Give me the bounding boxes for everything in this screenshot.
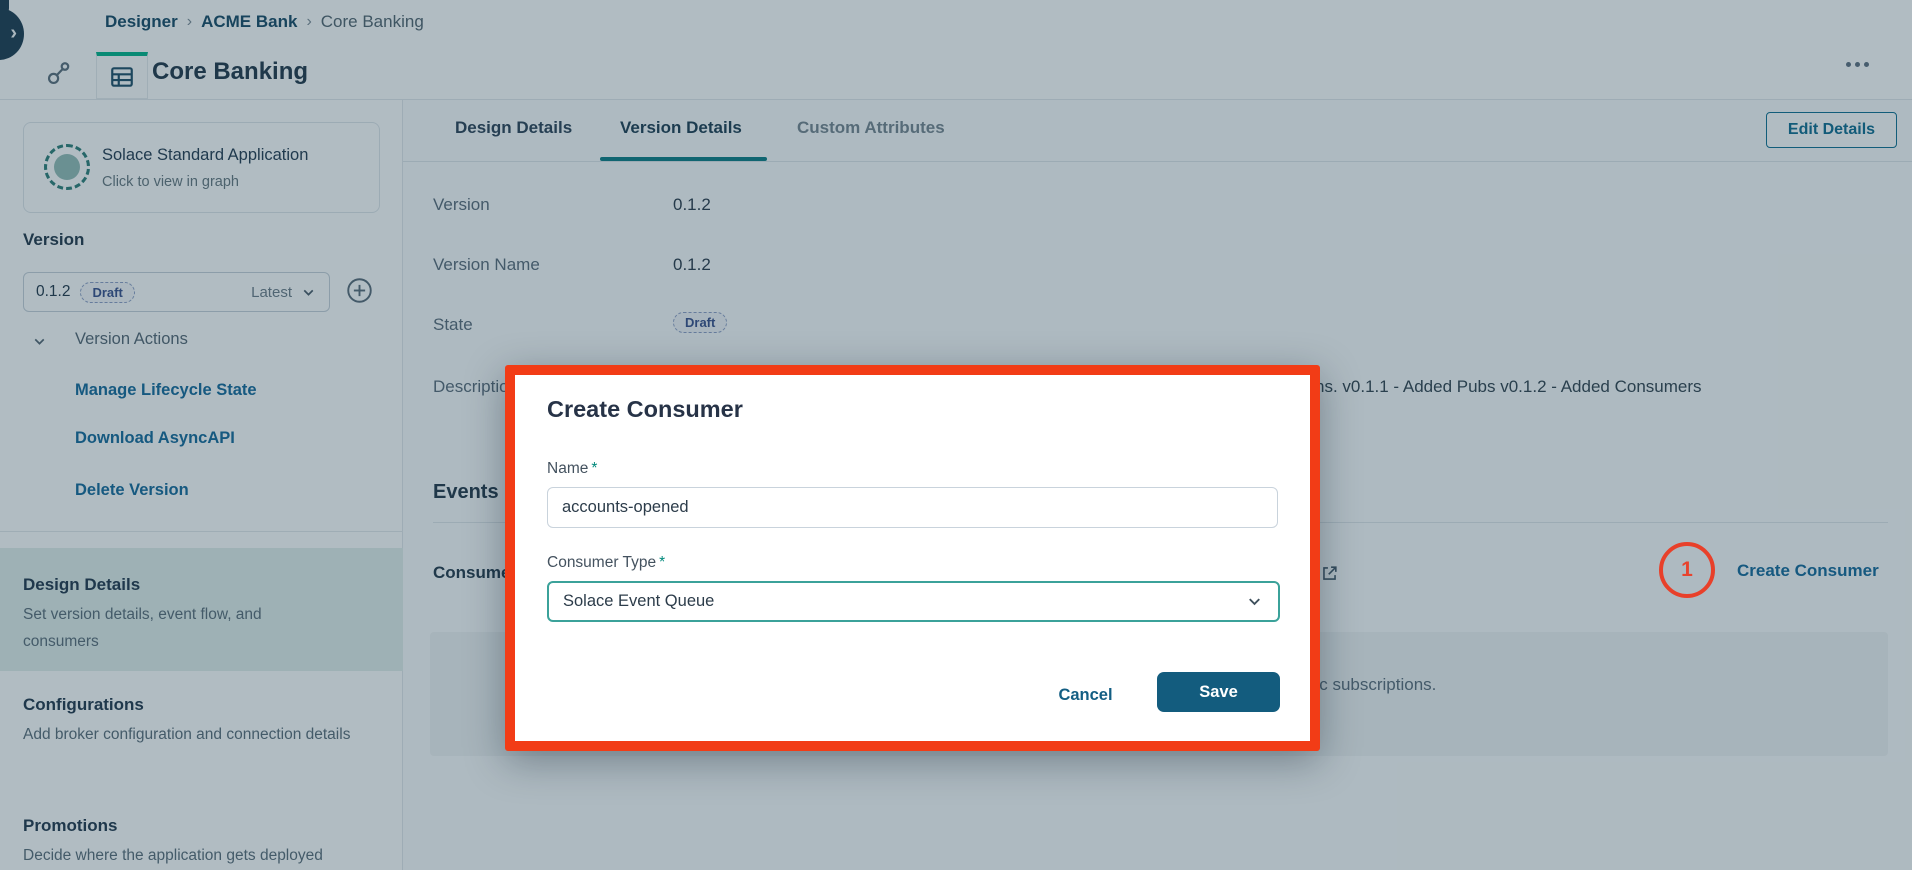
breadcrumb-current: Core Banking: [320, 12, 424, 31]
create-consumer-modal: Create Consumer Name* Consumer Type* Sol…: [505, 365, 1320, 751]
latest-tag: Latest: [251, 283, 292, 301]
sidebar-divider: [0, 531, 403, 532]
create-consumer-link[interactable]: Create Consumer: [1737, 561, 1879, 580]
tab-custom-attributes[interactable]: Custom Attributes: [797, 118, 945, 137]
tab-design-details[interactable]: Design Details: [455, 118, 573, 137]
nav-item-title: Configurations: [23, 695, 144, 714]
application-graph-card[interactable]: Solace Standard Application Click to vie…: [23, 122, 380, 213]
state-row-label: State: [433, 315, 473, 334]
chevron-right-icon: ›: [10, 22, 17, 44]
more-options-icon[interactable]: [1846, 62, 1869, 67]
delete-version-link[interactable]: Delete Version: [75, 481, 189, 499]
nav-item-desc: Add broker configuration and connection …: [23, 726, 351, 743]
version-actions-label[interactable]: Version Actions: [75, 330, 188, 348]
nav-item-title: Promotions: [23, 816, 118, 835]
cancel-button[interactable]: Cancel: [1043, 681, 1128, 709]
breadcrumb-acme-bank[interactable]: ACME Bank: [201, 12, 298, 31]
required-asterisk: *: [591, 460, 598, 477]
breadcrumb-designer[interactable]: Designer: [105, 12, 178, 31]
annotation-step-number: 1: [1681, 558, 1693, 581]
description-row-label: Description: [433, 377, 519, 396]
header: › Designer › ACME Bank › Core Banking Co…: [0, 0, 1912, 100]
description-row-value: ns. v0.1.1 - Added Pubs v0.1.2 - Added C…: [1315, 377, 1702, 396]
table-icon: [111, 67, 133, 87]
application-node-icon: [44, 144, 90, 190]
edit-details-button[interactable]: Edit Details: [1766, 112, 1897, 148]
chevron-down-icon: [1249, 598, 1260, 606]
list-view-tab[interactable]: [96, 52, 148, 99]
consumer-type-field-label: Consumer Type *: [547, 554, 666, 571]
version-row-label: Version: [433, 195, 490, 214]
active-tab-indicator: [600, 157, 767, 161]
chevron-down-icon: [303, 289, 314, 296]
add-version-button[interactable]: [346, 277, 373, 304]
sidebar-item-design-details[interactable]: Design Details Set version details, even…: [0, 548, 403, 671]
name-input[interactable]: [547, 487, 1278, 528]
version-number: 0.1.2: [36, 283, 71, 300]
save-button[interactable]: Save: [1157, 672, 1280, 712]
page-title: Core Banking: [152, 58, 309, 85]
breadcrumb-separator-icon: ›: [186, 13, 193, 30]
events-section-heading: Events: [433, 481, 499, 503]
sidebar-item-configurations[interactable]: Configurations Add broker configuration …: [0, 671, 403, 816]
sidebar-item-promotions[interactable]: Promotions Decide where the application …: [0, 816, 403, 870]
application-type-label: Solace Standard Application: [102, 146, 309, 164]
nav-item-desc: Decide where the application gets deploy…: [23, 847, 323, 864]
tab-version-details[interactable]: Version Details: [620, 118, 742, 137]
consumers-section-heading: Consumers: [433, 563, 527, 582]
open-external-icon[interactable]: [1320, 564, 1339, 583]
manage-lifecycle-state-link[interactable]: Manage Lifecycle State: [75, 381, 257, 399]
state-draft-badge: Draft: [673, 312, 728, 333]
version-heading: Version: [23, 230, 85, 249]
sidebar: Solace Standard Application Click to vie…: [0, 100, 403, 870]
view-in-graph-hint: Click to view in graph: [102, 174, 239, 190]
graph-view-icon[interactable]: [46, 60, 72, 86]
version-actions-collapse-icon[interactable]: [31, 333, 48, 350]
consumers-empty-banner-text: pic subscriptions.: [1306, 675, 1437, 694]
consumer-type-value: Solace Event Queue: [563, 592, 715, 610]
required-asterisk: *: [659, 554, 666, 571]
download-asyncapi-link[interactable]: Download AsyncAPI: [75, 429, 235, 447]
nav-item-title: Design Details: [23, 575, 141, 594]
version-name-row-value: 0.1.2: [673, 255, 711, 274]
version-name-row-label: Version Name: [433, 255, 540, 274]
nav-item-desc: Set version details, event flow, and con…: [23, 606, 262, 650]
annotation-step-circle: 1: [1659, 542, 1715, 598]
breadcrumb: Designer › ACME Bank › Core Banking: [105, 12, 424, 32]
modal-title: Create Consumer: [547, 396, 743, 422]
version-select[interactable]: 0.1.2 Draft Latest: [23, 272, 330, 312]
consumer-type-select[interactable]: Solace Event Queue: [547, 581, 1280, 622]
tabbar-border: [403, 161, 1912, 162]
name-field-label: Name *: [547, 460, 598, 477]
draft-badge: Draft: [80, 281, 135, 303]
breadcrumb-separator-icon: ›: [306, 13, 312, 30]
version-row-value: 0.1.2: [673, 195, 711, 214]
